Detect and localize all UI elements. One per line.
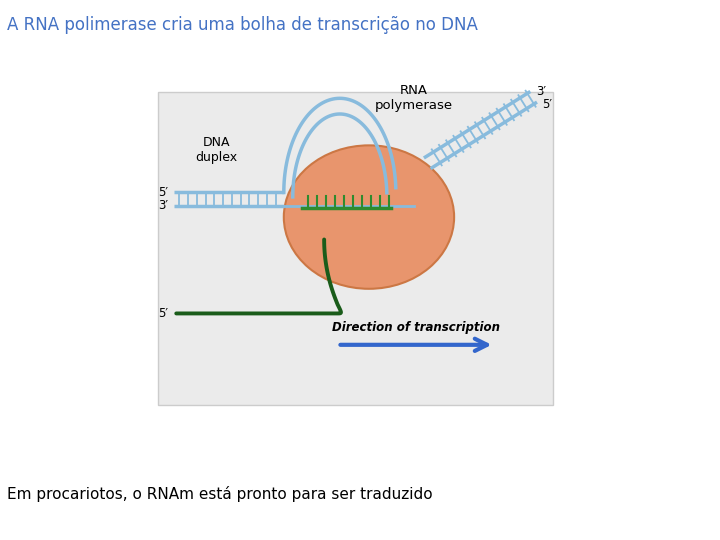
- Ellipse shape: [284, 145, 454, 289]
- Text: 3′: 3′: [536, 85, 546, 98]
- Text: 5′: 5′: [158, 307, 168, 320]
- Text: A RNA polimerase cria uma bolha de transcrição no DNA: A RNA polimerase cria uma bolha de trans…: [7, 16, 478, 34]
- Text: DNA
duplex: DNA duplex: [196, 136, 238, 164]
- Text: RNA
polymerase: RNA polymerase: [374, 84, 453, 112]
- Text: 5′: 5′: [158, 186, 168, 199]
- Text: Em procariotos, o RNAm está pronto para ser traduzido: Em procariotos, o RNAm está pronto para …: [7, 486, 433, 502]
- Text: 3′: 3′: [158, 199, 168, 212]
- Text: Direction of transcription: Direction of transcription: [332, 321, 500, 334]
- Text: 5′: 5′: [542, 98, 552, 111]
- FancyBboxPatch shape: [158, 92, 553, 406]
